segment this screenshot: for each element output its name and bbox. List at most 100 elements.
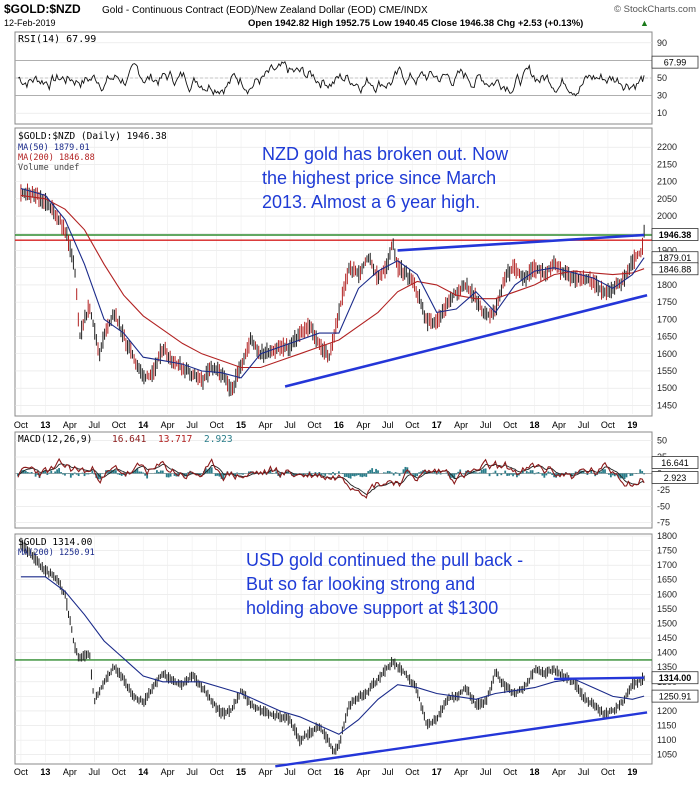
nzd-xtick: Apr: [161, 420, 175, 430]
usd-xtick: 16: [334, 767, 344, 777]
nzd-close-badge-text: 1946.38: [659, 230, 692, 240]
usd-ytick: 1200: [657, 706, 677, 716]
usd-ytick: 1650: [657, 575, 677, 585]
macd-ytick: 50: [657, 436, 667, 446]
usd-ytick: 1750: [657, 546, 677, 556]
short-trendline: [554, 676, 645, 681]
macd-signal-value: 13.717: [158, 434, 192, 445]
usd-ytick: 1450: [657, 633, 677, 643]
usd-ma200-badge: [651, 689, 699, 703]
usd-xtick: Oct: [405, 767, 420, 777]
usd-xtick: Jul: [578, 767, 590, 777]
usd-xtick: Jul: [284, 767, 296, 777]
series-description: Gold - Continuous Contract (EOD)/New Zea…: [102, 5, 428, 16]
nzd-ytick: 1700: [657, 314, 677, 324]
ma200-legend: MA(200) 1846.88: [18, 153, 95, 163]
date-label: 12-Feb-2019: [4, 18, 56, 28]
usd-xtick: Apr: [161, 767, 175, 777]
usd-xtick: Apr: [356, 767, 370, 777]
nzd-ytick: 2000: [657, 211, 677, 221]
usd-close-badge-text: 1314.00: [659, 673, 692, 683]
nzd-ytick: 1550: [657, 366, 677, 376]
nzd-xtick: Apr: [552, 420, 566, 430]
usd-xtick: Jul: [480, 767, 492, 777]
usd-ytick: 1350: [657, 662, 677, 672]
nzd-xtick: Apr: [63, 420, 77, 430]
nzd-xtick: Apr: [259, 420, 273, 430]
close-up-marker: ▲: [640, 18, 649, 28]
nzd-ytick: 2200: [657, 142, 677, 152]
nzd-ma200-line: [20, 194, 645, 369]
brand-label: © StockCharts.com: [614, 4, 696, 15]
ma50-legend: MA(50) 1879.01: [18, 143, 90, 153]
usd-xtick: Oct: [601, 767, 616, 777]
macd-hist-badge: [651, 471, 699, 484]
macd-hist-badge-text: 2.923: [664, 473, 687, 483]
usd-ytick: 1550: [657, 604, 677, 614]
nzd-ma50-badge-text: 1879.01: [659, 253, 692, 263]
nzd-ytick: 1900: [657, 245, 677, 255]
usd-ma200-line: [20, 576, 645, 735]
symbol-label: $GOLD:$NZD: [4, 2, 81, 16]
nzd-layer: 1450150015501600165017001750180018501900…: [14, 130, 699, 430]
usd-xtick: Apr: [259, 767, 273, 777]
nzd-xtick: Oct: [14, 420, 29, 430]
macd-panel: [14, 431, 653, 529]
usd-xtick: Oct: [14, 767, 29, 777]
nzd-ma200-badge-text: 1846.88: [659, 264, 692, 274]
usd-close-badge: [651, 671, 699, 685]
rsi-ytick: 90: [657, 38, 667, 48]
nzd-annotation-line-2: the highest price since March: [262, 168, 496, 188]
nzd-xtick: Oct: [405, 420, 420, 430]
usd-ma200-legend: MA(200) 1250.91: [18, 548, 95, 558]
nzd-xtick: 15: [236, 420, 246, 430]
nzd-ytick: 1450: [657, 400, 677, 410]
usd-xtick: 18: [530, 767, 540, 777]
usd-xtick: 15: [236, 767, 246, 777]
usd-xtick: 19: [627, 767, 637, 777]
nzd-xtick: Jul: [186, 420, 198, 430]
rsi-ytick: 30: [657, 91, 667, 101]
nzd-ytick: 2100: [657, 177, 677, 187]
rsi-ytick: 10: [657, 108, 667, 118]
usd-xtick: Jul: [186, 767, 198, 777]
nzd-xtick: Oct: [307, 420, 322, 430]
nzd-xtick: 18: [530, 420, 540, 430]
upper-trendline: [397, 233, 645, 252]
nzd-xtick: Oct: [601, 420, 616, 430]
usd-annotation-line-2: But so far looking strong and: [246, 574, 475, 594]
lower-support-trendline: [275, 711, 648, 768]
nzd-ytick: 1600: [657, 349, 677, 359]
usd-xtick: Jul: [382, 767, 394, 777]
lower-trendline: [284, 293, 648, 388]
nzd-xtick: 16: [334, 420, 344, 430]
nzd-xtick: 13: [40, 420, 50, 430]
usd-ytick: 1700: [657, 560, 677, 570]
usd-xtick: Oct: [210, 767, 225, 777]
nzd-close-badge: [651, 228, 699, 241]
usd-xtick: Oct: [112, 767, 127, 777]
usd-xtick: 13: [40, 767, 50, 777]
nzd-xtick: Jul: [382, 420, 394, 430]
usd-xtick: Oct: [307, 767, 322, 777]
rsi-ytick: 50: [657, 73, 667, 83]
macd-value: 16.641: [112, 434, 147, 445]
usd-xtick: 14: [138, 767, 148, 777]
usd-annotation-line-3: holding above support at $1300: [246, 598, 498, 618]
usd-xtick: Apr: [454, 767, 468, 777]
usd-ytick: 1500: [657, 618, 677, 628]
usd-xtick: 17: [432, 767, 442, 777]
nzd-xtick: 17: [432, 420, 442, 430]
nzd-xtick: 14: [138, 420, 148, 430]
nzd-xtick: Jul: [480, 420, 492, 430]
nzd-ma200-badge: [651, 262, 699, 276]
usd-ytick: 1150: [657, 721, 676, 731]
rsi-badge: [651, 55, 699, 69]
nzd-xtick: Oct: [210, 420, 225, 430]
macd-line: [17, 457, 645, 499]
usd-ytick: 1400: [657, 648, 677, 658]
macd-ytick: -50: [657, 501, 670, 511]
nzd-ytick: 1750: [657, 297, 677, 307]
